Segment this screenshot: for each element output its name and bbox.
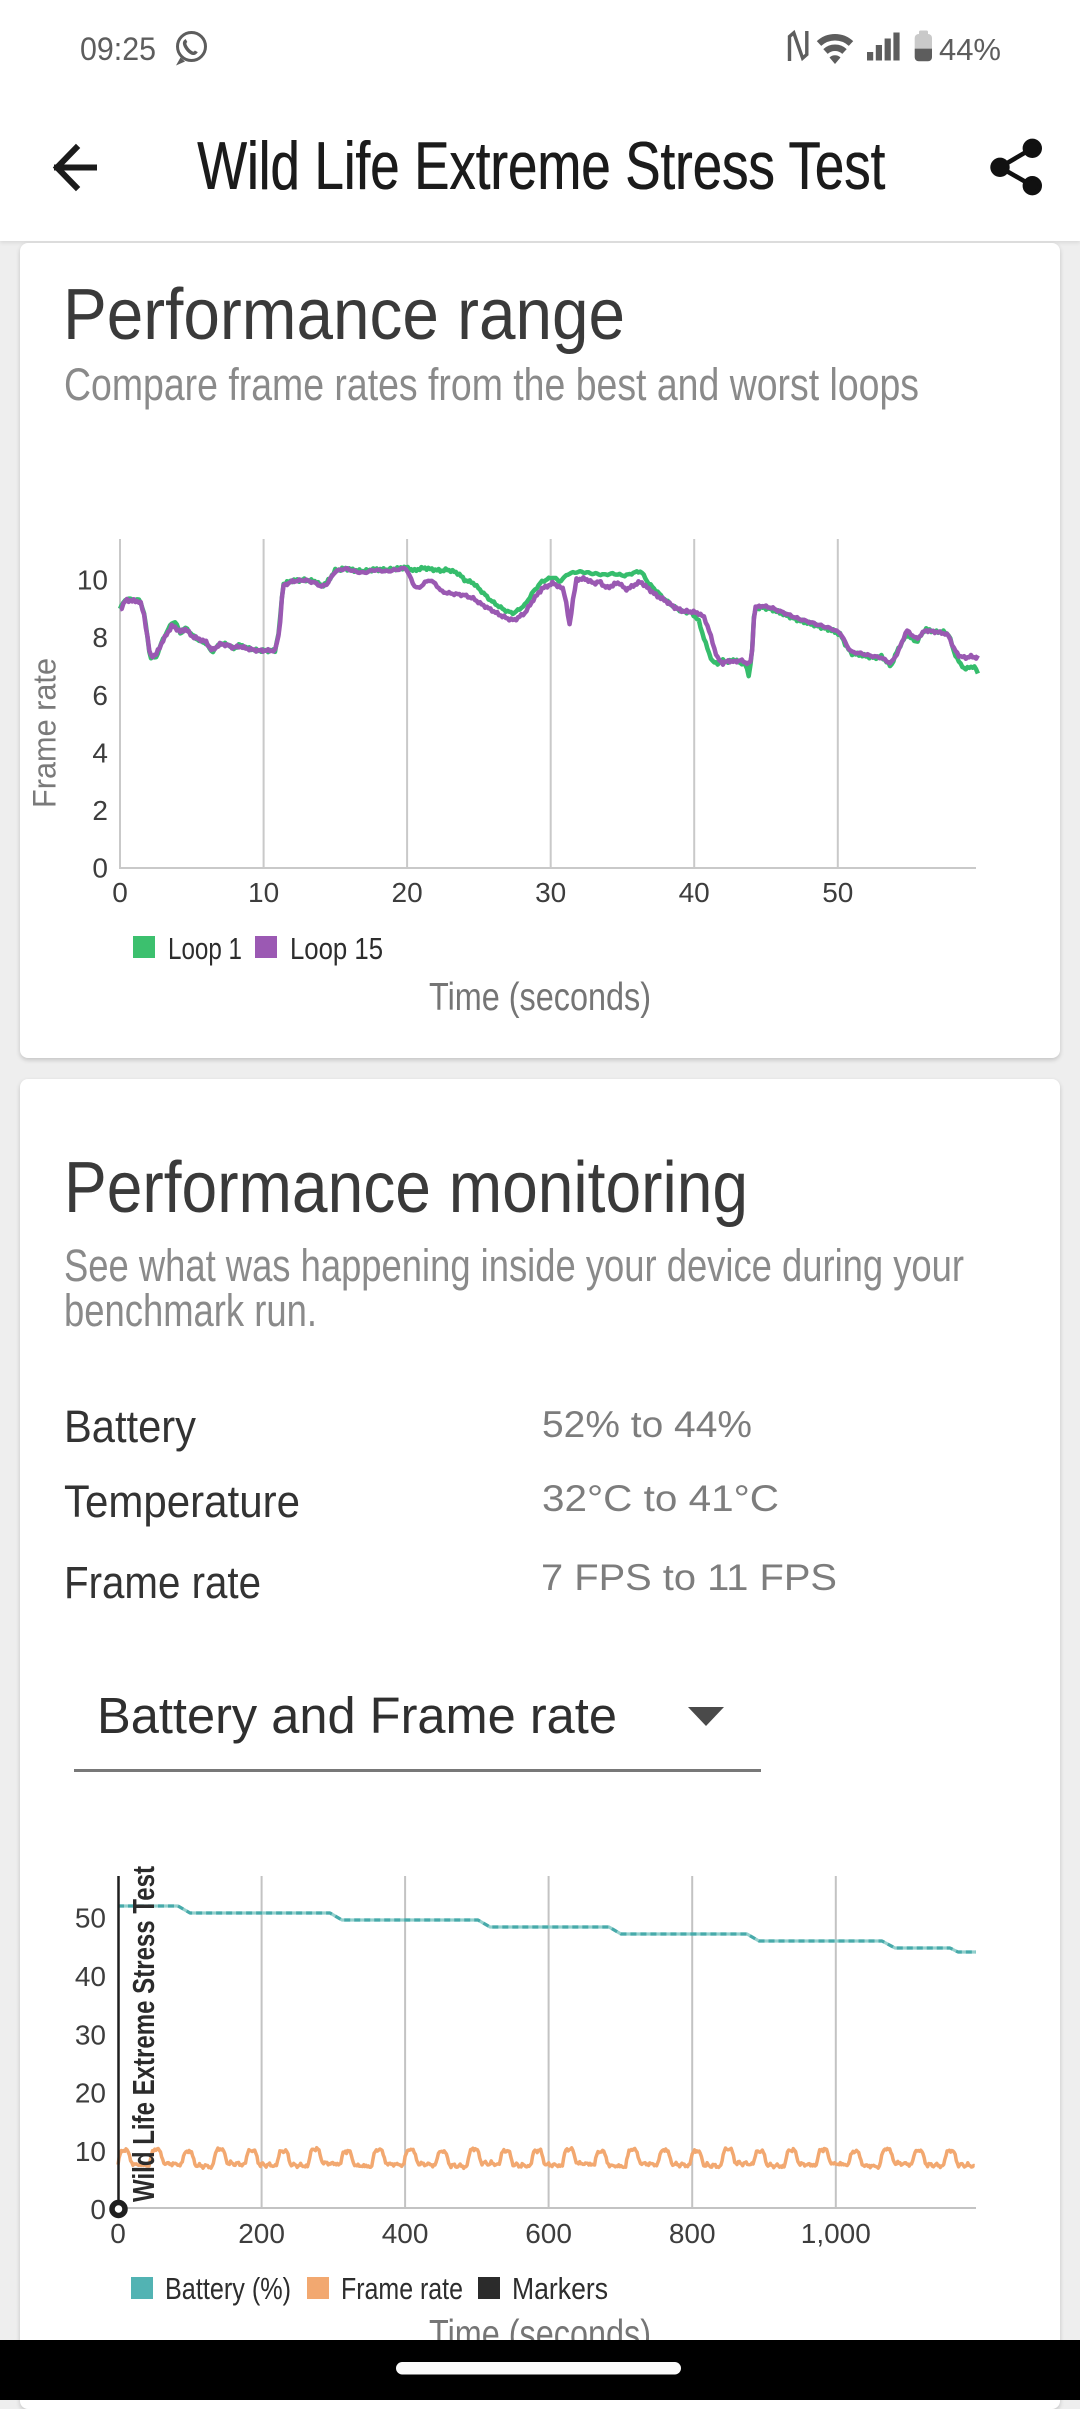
svg-text:0: 0 xyxy=(110,2218,126,2249)
svg-text:50: 50 xyxy=(75,1903,106,1934)
svg-text:1,000: 1,000 xyxy=(801,2218,871,2249)
svg-text:09:25: 09:25 xyxy=(80,31,156,67)
svg-text:400: 400 xyxy=(382,2218,429,2249)
svg-text:Markers: Markers xyxy=(512,2271,608,2306)
svg-text:benchmark run.: benchmark run. xyxy=(64,1285,317,1336)
svg-text:600: 600 xyxy=(525,2218,572,2249)
svg-text:Battery and Frame rate: Battery and Frame rate xyxy=(97,1687,617,1744)
svg-text:800: 800 xyxy=(669,2218,716,2249)
svg-text:0: 0 xyxy=(92,853,108,884)
svg-text:10: 10 xyxy=(248,877,279,908)
svg-text:Compare frame rates from the b: Compare frame rates from the best and wo… xyxy=(64,359,919,410)
svg-text:0: 0 xyxy=(90,2194,106,2225)
svg-text:Performance monitoring: Performance monitoring xyxy=(64,1148,748,1228)
svg-text:Time (seconds): Time (seconds) xyxy=(429,976,651,1019)
svg-text:50: 50 xyxy=(822,877,853,908)
svg-text:44%: 44% xyxy=(939,32,1001,67)
svg-text:40: 40 xyxy=(75,1961,106,1992)
svg-text:10: 10 xyxy=(75,2136,106,2167)
svg-text:Wild Life Extreme Stress Test: Wild Life Extreme Stress Test xyxy=(126,1866,161,2202)
svg-text:32°C to 41°C: 32°C to 41°C xyxy=(542,1478,779,1519)
svg-text:Frame rate: Frame rate xyxy=(27,658,63,808)
svg-text:Wild Life Extreme Stress Test: Wild Life Extreme Stress Test xyxy=(197,128,885,204)
svg-text:See what was happening inside: See what was happening inside your devic… xyxy=(64,1240,964,1291)
svg-text:52% to 44%: 52% to 44% xyxy=(542,1404,752,1445)
svg-text:20: 20 xyxy=(392,877,423,908)
svg-text:Loop 1: Loop 1 xyxy=(168,931,242,966)
svg-text:2: 2 xyxy=(92,795,108,826)
svg-text:200: 200 xyxy=(238,2218,285,2249)
svg-text:30: 30 xyxy=(535,877,566,908)
svg-text:0: 0 xyxy=(112,877,128,908)
svg-text:6: 6 xyxy=(92,680,108,711)
svg-text:7 FPS to 11 FPS: 7 FPS to 11 FPS xyxy=(541,1557,837,1598)
svg-text:Battery (%): Battery (%) xyxy=(165,2271,291,2306)
svg-text:30: 30 xyxy=(75,2019,106,2050)
svg-text:Frame rate: Frame rate xyxy=(341,2271,463,2306)
svg-text:Performance range: Performance range xyxy=(63,275,625,355)
svg-text:Temperature: Temperature xyxy=(64,1476,300,1527)
svg-text:Frame rate: Frame rate xyxy=(64,1557,261,1608)
svg-text:Battery: Battery xyxy=(64,1401,196,1452)
svg-text:4: 4 xyxy=(92,737,108,768)
svg-text:40: 40 xyxy=(679,877,710,908)
svg-text:20: 20 xyxy=(75,2078,106,2109)
svg-text:Loop 15: Loop 15 xyxy=(290,931,383,966)
svg-text:10: 10 xyxy=(77,565,108,596)
svg-text:8: 8 xyxy=(92,622,108,653)
